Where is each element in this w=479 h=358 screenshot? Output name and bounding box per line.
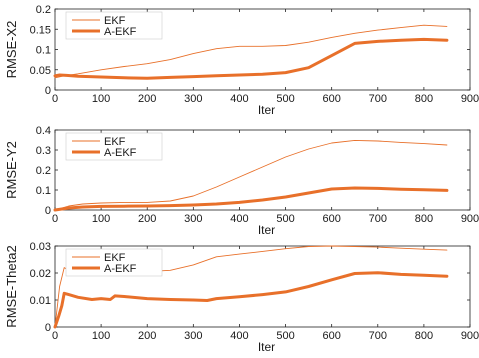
x-tick-label-y2: 800 bbox=[415, 213, 433, 225]
x-tick-label-theta2: 700 bbox=[369, 330, 387, 342]
series-line-ekf-x2 bbox=[54, 24, 448, 79]
legend-label-a-ekf-y2: A-EKF bbox=[104, 147, 137, 159]
y-tick-label-theta2: 0.02 bbox=[30, 268, 51, 280]
panel-rmse-theta2: 0 100 200 300 400 500 600 700 800 900 0 0.01 0.02 0.0… bbox=[4, 241, 479, 354]
x-tick-label-theta2: 400 bbox=[230, 330, 248, 342]
y-axis-label-y2: RMSE-Y2 bbox=[4, 141, 19, 199]
x-tick-label-y2: 500 bbox=[276, 213, 294, 225]
y-axis-label-x2: RMSE-X2 bbox=[4, 21, 19, 79]
x-tick-label-theta2: 200 bbox=[138, 330, 156, 342]
legend-label-ekf-x2: EKF bbox=[104, 15, 126, 27]
x-tick-label-y2: 300 bbox=[184, 213, 202, 225]
x-tick-label-x2: 500 bbox=[276, 93, 294, 105]
y-tick-label-theta2: 0.03 bbox=[30, 241, 51, 253]
x-tick-label-y2: 900 bbox=[461, 213, 479, 225]
x-tick-label-y2: 0 bbox=[52, 213, 58, 225]
legend-label-ekf-theta2: EKF bbox=[104, 252, 126, 264]
x-axis-label-y2: Iter bbox=[258, 223, 275, 237]
y-tick-label-y2: 0.3 bbox=[36, 145, 51, 157]
x-axis-label-theta2: Iter bbox=[258, 340, 275, 354]
x-tick-label-x2: 200 bbox=[138, 93, 156, 105]
x-tick-label-x2: 400 bbox=[230, 93, 248, 105]
x-tick-label-x2: 900 bbox=[461, 93, 479, 105]
x-tick-label-x2: 800 bbox=[415, 93, 433, 105]
panel-rmse-x2: 0 100 200 300 400 500 600 700 800 900 0 0.05 0.1 0.15… bbox=[4, 4, 479, 117]
y-axis-label-theta2: RMSE-Theta2 bbox=[4, 245, 19, 327]
x-tick-label-x2: 300 bbox=[184, 93, 202, 105]
x-tick-label-theta2: 100 bbox=[92, 330, 110, 342]
series-line-a-ekf-x2 bbox=[53, 37, 449, 80]
y-tick-label-x2: 0.1 bbox=[36, 45, 51, 57]
y-tick-label-theta2: 0.01 bbox=[30, 295, 51, 307]
panel-rmse-y2: 0 100 200 300 400 500 600 700 800 900 0 0.1 0.2 0.3 0.… bbox=[4, 125, 479, 237]
legend-label-a-ekf-x2: A-EKF bbox=[104, 26, 137, 38]
x-tick-label-x2: 0 bbox=[52, 93, 58, 105]
y-tick-label-x2: 0.15 bbox=[30, 24, 51, 36]
x-tick-label-x2: 100 bbox=[92, 93, 110, 105]
legend-box-theta2 bbox=[65, 248, 163, 277]
y-tick-label-theta2: 0 bbox=[45, 322, 51, 334]
y-tick-label-y2: 0 bbox=[45, 205, 51, 217]
x-tick-label-theta2: 0 bbox=[52, 330, 58, 342]
x-tick-label-x2: 700 bbox=[369, 93, 387, 105]
legend-box-x2 bbox=[65, 11, 163, 40]
x-tick-label-theta2: 300 bbox=[184, 330, 202, 342]
x-axis-label-x2: Iter bbox=[258, 103, 275, 117]
series-line-a-ekf-theta2 bbox=[53, 271, 449, 329]
legend-box-y2 bbox=[65, 132, 163, 161]
x-tick-label-y2: 100 bbox=[92, 213, 110, 225]
y-tick-label-y2: 0.1 bbox=[36, 185, 51, 197]
y-tick-label-x2: 0 bbox=[45, 85, 51, 97]
y-tick-label-x2: 0.05 bbox=[30, 65, 51, 77]
axis-box-theta2 bbox=[54, 245, 471, 328]
x-tick-label-y2: 400 bbox=[230, 213, 248, 225]
y-tick-label-x2: 0.2 bbox=[36, 4, 51, 16]
x-tick-label-theta2: 900 bbox=[461, 330, 479, 342]
x-tick-label-theta2: 800 bbox=[415, 330, 433, 342]
x-tick-label-theta2: 500 bbox=[276, 330, 294, 342]
x-tick-label-x2: 600 bbox=[322, 93, 340, 105]
series-line-a-ekf-y2 bbox=[53, 186, 449, 212]
x-tick-label-y2: 200 bbox=[138, 213, 156, 225]
y-tick-label-y2: 0.4 bbox=[36, 125, 51, 137]
x-tick-label-theta2: 600 bbox=[322, 330, 340, 342]
y-tick-label-y2: 0.2 bbox=[36, 165, 51, 177]
x-tick-label-y2: 700 bbox=[369, 213, 387, 225]
legend-label-a-ekf-theta2: A-EKF bbox=[104, 263, 137, 275]
x-tick-label-y2: 600 bbox=[322, 213, 340, 225]
series-line-ekf-y2 bbox=[54, 139, 448, 211]
legend-label-ekf-y2: EKF bbox=[104, 136, 126, 148]
